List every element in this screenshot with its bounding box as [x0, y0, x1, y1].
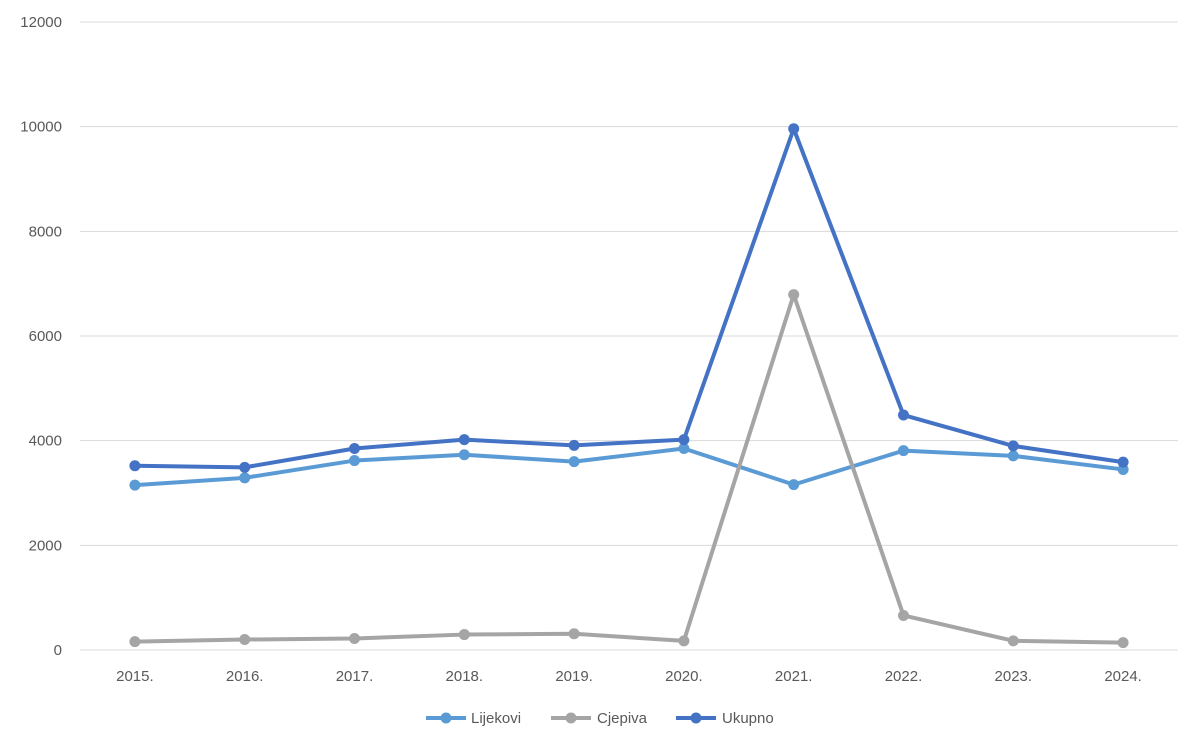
- data-point: [458, 434, 470, 446]
- data-point: [349, 455, 360, 467]
- y-axis-tick-labels: 0 2000 4000 6000 8000 10000 12000: [20, 14, 62, 659]
- data-point: [678, 443, 690, 455]
- data-point: [1007, 440, 1019, 452]
- x-tick-label: 2016.: [226, 668, 264, 685]
- x-tick-label: 2018.: [446, 668, 484, 685]
- data-point: [1117, 456, 1129, 468]
- data-point: [458, 629, 470, 641]
- data-point: [898, 409, 909, 421]
- data-point: [788, 289, 800, 301]
- legend-label: Ukupno: [722, 710, 774, 727]
- data-point: [788, 479, 800, 491]
- legend-swatch-marker: [690, 712, 702, 724]
- series-lijekovi: [129, 443, 1129, 491]
- x-tick-label: 2022.: [885, 668, 923, 685]
- y-tick-label: 4000: [29, 433, 62, 450]
- data-point: [898, 445, 909, 457]
- legend: Lijekovi Cjepiva Ukupno: [426, 710, 774, 727]
- data-point: [129, 479, 141, 491]
- data-point: [129, 460, 141, 472]
- data-point: [349, 443, 360, 455]
- data-point: [678, 434, 690, 446]
- data-point: [239, 634, 251, 646]
- series-lines: [129, 123, 1129, 649]
- data-point: [898, 609, 909, 621]
- data-point: [239, 461, 251, 473]
- data-point: [1117, 637, 1129, 649]
- series-cjepiva: [129, 289, 1129, 649]
- data-point: [239, 472, 251, 484]
- y-tick-label: 12000: [20, 14, 62, 31]
- legend-item-ukupno: Ukupno: [676, 710, 774, 727]
- legend-swatch-marker: [440, 712, 452, 724]
- data-point: [568, 439, 580, 451]
- x-tick-label: 2015.: [116, 668, 154, 685]
- y-tick-label: 0: [54, 642, 62, 659]
- data-point: [568, 456, 580, 468]
- data-point: [458, 449, 470, 461]
- series-ukupno: [129, 123, 1129, 473]
- y-tick-label: 6000: [29, 328, 62, 345]
- x-tick-label: 2024.: [1104, 668, 1142, 685]
- x-tick-label: 2017.: [336, 668, 374, 685]
- x-axis-tick-labels: 2015. 2016. 2017. 2018. 2019. 2020. 2021. 2022.…: [116, 668, 1142, 685]
- x-tick-label: 2019.: [555, 668, 593, 685]
- x-tick-label: 2021.: [775, 668, 813, 685]
- data-point: [349, 632, 360, 644]
- data-point: [568, 628, 580, 640]
- legend-label: Lijekovi: [471, 710, 521, 727]
- series-line: [132, 446, 1126, 488]
- x-tick-label: 2020.: [665, 668, 703, 685]
- series-line: [132, 292, 1126, 645]
- data-point: [678, 635, 690, 647]
- y-tick-label: 8000: [29, 223, 62, 240]
- data-point: [1007, 450, 1019, 462]
- x-tick-label: 2023.: [995, 668, 1033, 685]
- y-tick-label: 2000: [29, 537, 62, 554]
- series-line: [132, 126, 1126, 470]
- legend-item-lijekovi: Lijekovi: [426, 710, 521, 727]
- gridlines: [80, 21, 1178, 651]
- data-point: [1007, 635, 1019, 647]
- legend-item-cjepiva: Cjepiva: [551, 710, 648, 727]
- y-tick-label: 10000: [20, 119, 62, 136]
- data-point: [788, 123, 800, 135]
- data-point: [129, 636, 141, 648]
- legend-label: Cjepiva: [597, 710, 648, 727]
- legend-swatch-marker: [565, 712, 577, 724]
